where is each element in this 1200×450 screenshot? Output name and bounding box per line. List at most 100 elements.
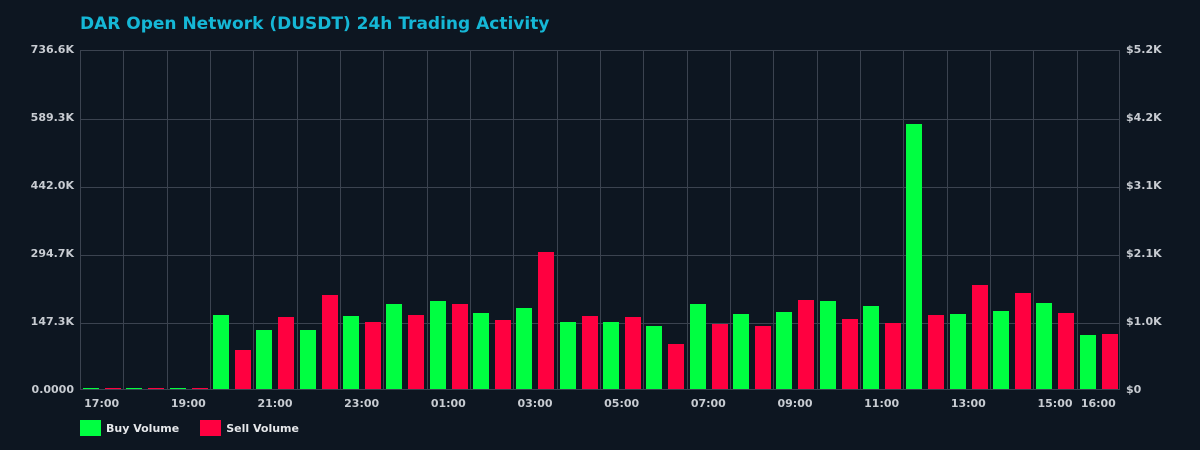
y-tick-left: 736.6K — [30, 43, 74, 56]
v-gridline — [686, 51, 688, 389]
buy-volume-bar[interactable] — [213, 315, 229, 389]
v-gridline — [556, 51, 558, 389]
y-tick-right: $2.1K — [1126, 247, 1162, 260]
sell-volume-bar[interactable] — [971, 284, 988, 389]
sell-volume-bar[interactable] — [321, 294, 338, 389]
sell-volume-bar[interactable] — [105, 388, 121, 389]
sell-volume-bar[interactable] — [538, 251, 555, 389]
sell-volume-bar[interactable] — [625, 317, 641, 389]
x-tick: 15:00 — [1037, 397, 1073, 410]
y-tick-left: 0.0000 — [31, 383, 74, 396]
legend-label-sell: Sell Volume — [226, 421, 299, 435]
sell-volume-bar[interactable] — [711, 324, 728, 389]
v-gridline — [643, 51, 645, 389]
x-tick: 01:00 — [430, 397, 466, 410]
buy-volume-bar[interactable] — [386, 304, 403, 389]
buy-volume-bar[interactable] — [83, 388, 99, 389]
v-gridline — [383, 51, 385, 389]
buy-volume-bar[interactable] — [993, 311, 1009, 389]
v-gridline — [903, 51, 905, 389]
buy-volume-bar[interactable] — [646, 326, 663, 389]
y-tick-right: $4.2K — [1126, 111, 1162, 124]
y-tick-right: $5.2K — [1126, 43, 1162, 56]
buy-volume-bar[interactable] — [559, 322, 576, 389]
buy-volume-bar[interactable] — [906, 123, 923, 389]
sell-volume-bar[interactable] — [191, 388, 208, 389]
v-gridline — [166, 51, 168, 389]
v-gridline — [816, 51, 818, 389]
sell-volume-bar[interactable] — [581, 316, 598, 389]
legend-item-buy[interactable]: Buy Volume — [80, 420, 179, 436]
sell-volume-bar[interactable] — [841, 319, 858, 389]
sell-swatch-icon — [200, 420, 222, 436]
legend-item-sell[interactable]: Sell Volume — [200, 420, 299, 436]
sell-volume-bar[interactable] — [278, 317, 295, 389]
v-gridline — [946, 51, 948, 389]
y-tick-right: $3.1K — [1126, 179, 1162, 192]
x-tick: 16:00 — [1080, 397, 1116, 410]
sell-volume-bar[interactable] — [885, 323, 901, 389]
sell-volume-bar[interactable] — [451, 303, 468, 389]
buy-volume-bar[interactable] — [949, 314, 966, 389]
v-gridline — [210, 51, 211, 389]
sell-volume-bar[interactable] — [1015, 292, 1031, 389]
sell-volume-bar[interactable] — [798, 299, 815, 389]
buy-volume-bar[interactable] — [863, 305, 879, 389]
sell-volume-bar[interactable] — [668, 344, 685, 389]
v-gridline — [990, 51, 991, 389]
y-tick-left: 589.3K — [30, 111, 74, 124]
sell-volume-bar[interactable] — [148, 388, 165, 389]
buy-volume-bar[interactable] — [169, 388, 186, 389]
v-gridline — [470, 51, 471, 389]
y-tick-left: 147.3K — [30, 315, 74, 328]
buy-volume-bar[interactable] — [516, 308, 533, 389]
v-gridline — [1076, 51, 1078, 389]
buy-volume-bar[interactable] — [603, 322, 619, 389]
v-gridline — [123, 51, 125, 389]
v-gridline — [426, 51, 428, 389]
buy-volume-bar[interactable] — [473, 313, 489, 389]
x-tick: 23:00 — [344, 397, 380, 410]
v-gridline — [1033, 51, 1035, 389]
x-tick: 07:00 — [690, 397, 726, 410]
x-tick: 19:00 — [170, 397, 206, 410]
v-gridline — [253, 51, 255, 389]
x-tick: 03:00 — [517, 397, 553, 410]
buy-volume-bar[interactable] — [733, 314, 749, 389]
v-gridline — [860, 51, 861, 389]
sell-volume-bar[interactable] — [1101, 334, 1118, 389]
buy-volume-bar[interactable] — [256, 330, 273, 389]
buy-volume-bar[interactable] — [429, 300, 446, 389]
buy-volume-bar[interactable] — [126, 388, 143, 389]
v-gridline — [600, 51, 601, 389]
buy-volume-bar[interactable] — [776, 312, 793, 389]
sell-volume-bar[interactable] — [755, 326, 771, 389]
y-tick-right: $0 — [1126, 383, 1142, 396]
y-tick-left: 294.7K — [30, 247, 74, 260]
y-tick-left: 442.0K — [30, 179, 74, 192]
v-gridline — [513, 51, 515, 389]
y-tick-right: $1.0K — [1126, 315, 1162, 328]
x-tick: 17:00 — [84, 397, 120, 410]
sell-volume-bar[interactable] — [365, 322, 381, 389]
legend-label-buy: Buy Volume — [106, 421, 180, 435]
sell-volume-bar[interactable] — [1058, 313, 1075, 389]
sell-volume-bar[interactable] — [928, 315, 945, 389]
buy-volume-bar[interactable] — [819, 300, 836, 389]
buy-volume-bar[interactable] — [1079, 335, 1096, 389]
sell-volume-bar[interactable] — [235, 350, 251, 389]
v-gridline — [296, 51, 298, 389]
sell-volume-bar[interactable] — [408, 315, 425, 389]
buy-volume-bar[interactable] — [343, 316, 359, 389]
chart-title: DAR Open Network (DUSDT) 24h Trading Act… — [80, 14, 550, 34]
plot-area — [80, 50, 1120, 390]
x-tick: 21:00 — [257, 397, 293, 410]
x-tick: 11:00 — [864, 397, 900, 410]
buy-volume-bar[interactable] — [689, 304, 706, 389]
sell-volume-bar[interactable] — [495, 320, 511, 389]
x-tick: 13:00 — [950, 397, 986, 410]
v-gridline — [340, 51, 341, 389]
buy-volume-bar[interactable] — [299, 330, 316, 389]
buy-volume-bar[interactable] — [1036, 302, 1053, 389]
v-gridline — [773, 51, 775, 389]
